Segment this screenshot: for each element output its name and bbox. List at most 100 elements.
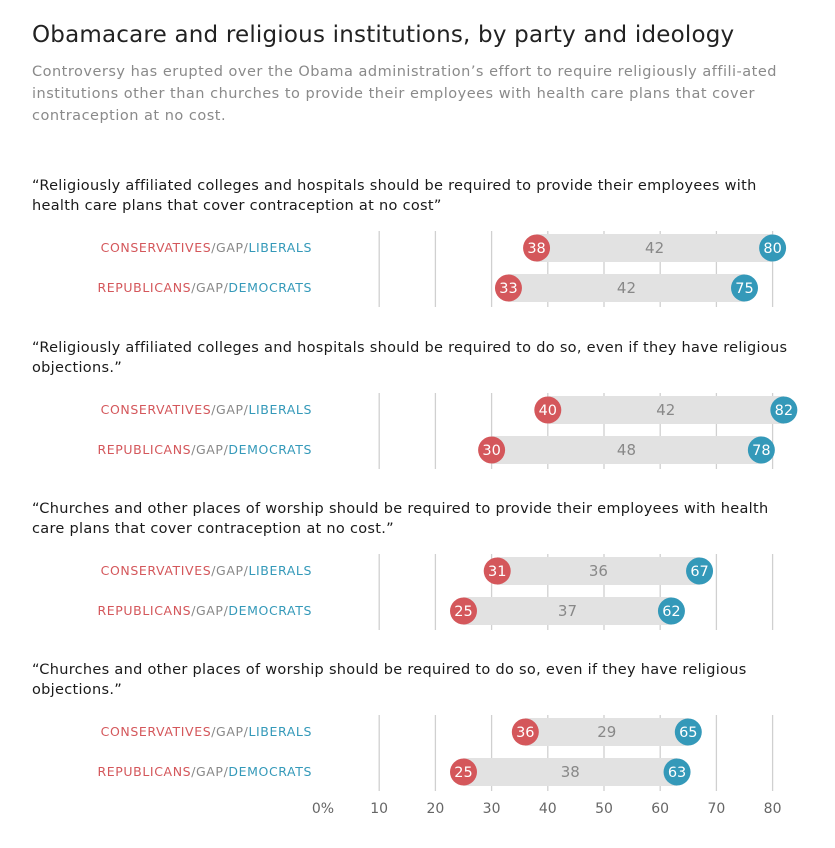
gap-bar (547, 396, 784, 424)
row-label-gap: GAP (196, 764, 224, 779)
gap-value-label: 42 (656, 401, 675, 419)
left-dot (450, 758, 477, 786)
row-label-a: CONSERVATIVES (100, 563, 212, 578)
question-text: “Churches and other places of worship sh… (32, 501, 769, 537)
dumbbell-row: 42 40 82 (534, 396, 798, 424)
left-dot (494, 274, 522, 302)
row-label: CONSERVATIVES/GAP/LIBERALS (101, 402, 312, 418)
left-value-label: 33 (499, 281, 517, 297)
x-tick-label: 70 (707, 801, 726, 817)
gap-bar (525, 718, 689, 746)
row-label-b: LIBERALS (248, 724, 312, 739)
row-label: REPUBLICANS/GAP/DEMOCRATS (98, 603, 312, 619)
row-label-sep1: / (211, 240, 217, 255)
row-label-sep2: / (243, 402, 249, 417)
x-tick-label: 20 (426, 801, 445, 817)
left-dot (523, 234, 551, 262)
gap-bar (463, 597, 672, 625)
right-value-label: 63 (668, 765, 686, 781)
row-label-a: REPUBLICANS (97, 442, 192, 457)
right-value-label: 67 (690, 564, 708, 580)
dumbbell-row: 42 38 80 (523, 234, 787, 262)
gap-value-label: 42 (645, 239, 664, 257)
left-value-label: 30 (482, 443, 500, 459)
x-tick-label: 50 (595, 801, 613, 817)
gap-value-label: 38 (561, 763, 580, 781)
row-label: CONSERVATIVES/GAP/LIBERALS (101, 240, 312, 256)
left-dot (483, 557, 511, 585)
row-label-sep2: / (223, 442, 229, 457)
row-label-b: LIBERALS (248, 240, 312, 255)
right-value-label: 80 (763, 241, 781, 257)
x-tick-label: 30 (482, 801, 501, 817)
right-value-label: 65 (679, 725, 697, 741)
right-value-label: 75 (735, 281, 753, 297)
right-value-label: 62 (662, 604, 680, 620)
row-label-b: DEMOCRATS (228, 280, 312, 295)
x-tick-label: 40 (538, 801, 557, 817)
row-label-b: DEMOCRATS (228, 442, 312, 457)
row-label-b: DEMOCRATS (228, 603, 312, 618)
row-label: CONSERVATIVES/GAP/LIBERALS (101, 563, 312, 579)
row-label-a: REPUBLICANS (97, 280, 192, 295)
row-label-sep2: / (223, 280, 229, 295)
right-dot (770, 396, 798, 424)
row-label-sep1: / (211, 724, 217, 739)
row-label-a: REPUBLICANS (97, 764, 192, 779)
right-dot (747, 436, 775, 464)
gap-value-label: 36 (589, 562, 608, 580)
row-label-sep2: / (243, 240, 249, 255)
row-label-gap: GAP (216, 724, 244, 739)
x-tick-label: 80 (763, 801, 782, 817)
row-label-gap: GAP (216, 240, 244, 255)
row-label-sep1: / (191, 280, 196, 295)
row-label-b: LIBERALS (248, 563, 312, 578)
gap-bar (508, 274, 745, 302)
left-value-label: 25 (454, 765, 472, 781)
x-tick-label: 10 (370, 801, 389, 817)
gap-bar (463, 758, 678, 786)
dumbbell-row: 48 30 78 (478, 436, 775, 464)
row-label-sep1: / (211, 402, 217, 417)
left-value-label: 25 (454, 604, 472, 620)
row-label: CONSERVATIVES/GAP/LIBERALS (101, 724, 312, 740)
right-dot (663, 758, 691, 786)
row-label-gap: GAP (216, 563, 244, 578)
chart-title: Obamacare and religious institutions, by… (32, 22, 735, 48)
left-dot (534, 396, 562, 424)
x-tick-label: 60 (651, 801, 670, 817)
row-label-sep1: / (211, 563, 217, 578)
right-value-label: 78 (752, 443, 770, 459)
question-text: “Churches and other places of worship sh… (32, 662, 747, 698)
row-label-a: CONSERVATIVES (100, 240, 212, 255)
question-text: “Religiously affiliated colleges and hos… (32, 178, 757, 214)
row-label-sep2: / (223, 764, 229, 779)
gap-bar (536, 234, 773, 262)
row-label-a: CONSERVATIVES (100, 724, 212, 739)
left-dot (511, 718, 539, 746)
row-label: REPUBLICANS/GAP/DEMOCRATS (98, 764, 312, 780)
row-label: REPUBLICANS/GAP/DEMOCRATS (98, 280, 312, 296)
gap-value-label: 37 (558, 602, 577, 620)
row-label-sep1: / (191, 603, 196, 618)
dumbbell-row: 29 36 65 (511, 718, 702, 746)
right-dot (759, 234, 787, 262)
gap-bar (497, 557, 700, 585)
row-label: REPUBLICANS/GAP/DEMOCRATS (98, 442, 312, 458)
row-label-sep1: / (191, 764, 196, 779)
x-tick-label: 0% (311, 801, 335, 817)
question-text: “Religiously affiliated colleges and hos… (32, 340, 788, 376)
row-label-sep2: / (243, 563, 249, 578)
row-label-sep2: / (243, 724, 249, 739)
gap-bar (491, 436, 762, 464)
left-dot (450, 597, 477, 625)
row-label-gap: GAP (196, 442, 224, 457)
left-value-label: 38 (527, 241, 545, 257)
chart-subtitle: Controversy has erupted over the Obama a… (32, 64, 777, 124)
gap-value-label: 29 (597, 723, 616, 741)
right-dot (674, 718, 702, 746)
row-label-a: CONSERVATIVES (100, 402, 212, 417)
row-label-a: REPUBLICANS (97, 603, 192, 618)
right-dot (657, 597, 685, 625)
